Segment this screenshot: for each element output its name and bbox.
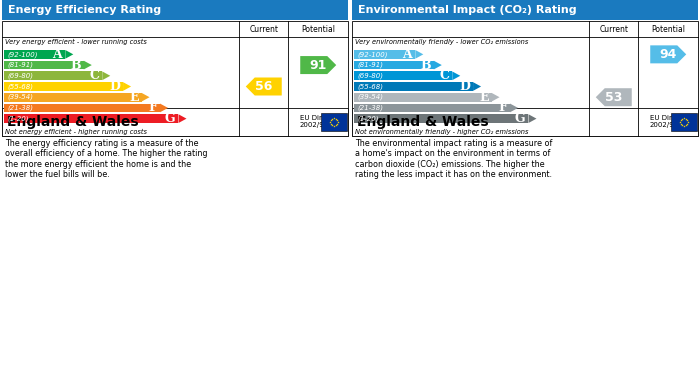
Text: (39-54): (39-54) (7, 94, 33, 100)
Text: EU Directive
2002/91/EC: EU Directive 2002/91/EC (300, 115, 343, 129)
Polygon shape (300, 56, 336, 74)
Text: Current: Current (249, 25, 278, 34)
Text: (21-38): (21-38) (7, 105, 33, 111)
Text: C: C (440, 69, 449, 82)
Polygon shape (491, 93, 500, 102)
Bar (4, 61, 84, 70)
Text: The energy efficiency rating is a measure of the
overall efficiency of a home. T: The energy efficiency rating is a measur… (5, 139, 207, 179)
Text: (55-68): (55-68) (7, 83, 33, 90)
Polygon shape (102, 72, 111, 80)
Bar (4, 72, 102, 80)
Bar (354, 50, 415, 59)
Polygon shape (246, 77, 281, 95)
Polygon shape (434, 61, 442, 70)
Text: England & Wales: England & Wales (7, 115, 139, 129)
Text: 91: 91 (309, 59, 327, 72)
Bar (2, 0, 348, 20)
Bar (354, 104, 510, 112)
Bar (354, 72, 452, 80)
Text: Not environmentally friendly - higher CO₂ emissions: Not environmentally friendly - higher CO… (355, 129, 528, 135)
Text: G: G (515, 112, 526, 125)
Text: (39-54): (39-54) (357, 94, 383, 100)
Bar (352, 21, 698, 136)
Text: The environmental impact rating is a measure of
a home's impact on the environme: The environmental impact rating is a mea… (355, 139, 552, 179)
Text: Not energy efficient - higher running costs: Not energy efficient - higher running co… (5, 129, 147, 135)
Bar (4, 82, 123, 91)
Text: F: F (498, 101, 507, 115)
Bar (2, 21, 348, 136)
Text: B: B (70, 59, 80, 72)
Text: 53: 53 (605, 91, 622, 104)
Text: 56: 56 (255, 80, 272, 93)
Bar (671, 113, 697, 131)
Polygon shape (160, 104, 168, 112)
Polygon shape (84, 61, 92, 70)
Text: Environmental Impact (CO₂) Rating: Environmental Impact (CO₂) Rating (358, 5, 577, 15)
Bar (4, 93, 141, 102)
Text: G: G (165, 112, 176, 125)
Bar (352, 108, 698, 136)
Polygon shape (510, 104, 518, 112)
Bar (2, 108, 348, 136)
Polygon shape (65, 50, 74, 59)
Text: (69-80): (69-80) (7, 73, 33, 79)
Polygon shape (528, 114, 536, 123)
Polygon shape (141, 93, 150, 102)
Text: 94: 94 (659, 48, 677, 61)
Text: (81-91): (81-91) (7, 62, 33, 68)
Polygon shape (650, 45, 686, 63)
Text: Potential: Potential (301, 25, 335, 34)
Text: (1-20): (1-20) (7, 115, 29, 122)
Text: EU Directive
2002/91/EC: EU Directive 2002/91/EC (650, 115, 693, 129)
Text: Very environmentally friendly - lower CO₂ emissions: Very environmentally friendly - lower CO… (355, 39, 528, 45)
Text: A: A (402, 48, 412, 61)
Bar (4, 50, 65, 59)
Text: E: E (479, 91, 489, 104)
Text: (69-80): (69-80) (357, 73, 383, 79)
Bar (354, 93, 491, 102)
Text: (81-91): (81-91) (357, 62, 383, 68)
Text: C: C (90, 69, 99, 82)
Bar (354, 114, 528, 123)
Text: (21-38): (21-38) (357, 105, 383, 111)
Text: (1-20): (1-20) (357, 115, 379, 122)
Text: Current: Current (599, 25, 628, 34)
Text: B: B (420, 59, 430, 72)
Text: D: D (109, 80, 120, 93)
Polygon shape (178, 114, 186, 123)
Text: F: F (148, 101, 157, 115)
Bar (4, 104, 160, 112)
Polygon shape (123, 82, 131, 91)
Bar (352, 0, 698, 20)
Polygon shape (415, 50, 424, 59)
Text: Very energy efficient - lower running costs: Very energy efficient - lower running co… (5, 39, 147, 45)
Text: (92-100): (92-100) (357, 51, 388, 57)
Bar (321, 113, 347, 131)
Text: (55-68): (55-68) (357, 83, 383, 90)
Polygon shape (596, 88, 631, 106)
Text: Potential: Potential (651, 25, 685, 34)
Text: A: A (52, 48, 62, 61)
Bar (354, 82, 473, 91)
Bar (4, 114, 178, 123)
Polygon shape (473, 82, 481, 91)
Text: Energy Efficiency Rating: Energy Efficiency Rating (8, 5, 161, 15)
Polygon shape (452, 72, 461, 80)
Text: D: D (459, 80, 470, 93)
Text: E: E (129, 91, 139, 104)
Text: England & Wales: England & Wales (357, 115, 489, 129)
Text: (92-100): (92-100) (7, 51, 38, 57)
Bar (354, 61, 434, 70)
